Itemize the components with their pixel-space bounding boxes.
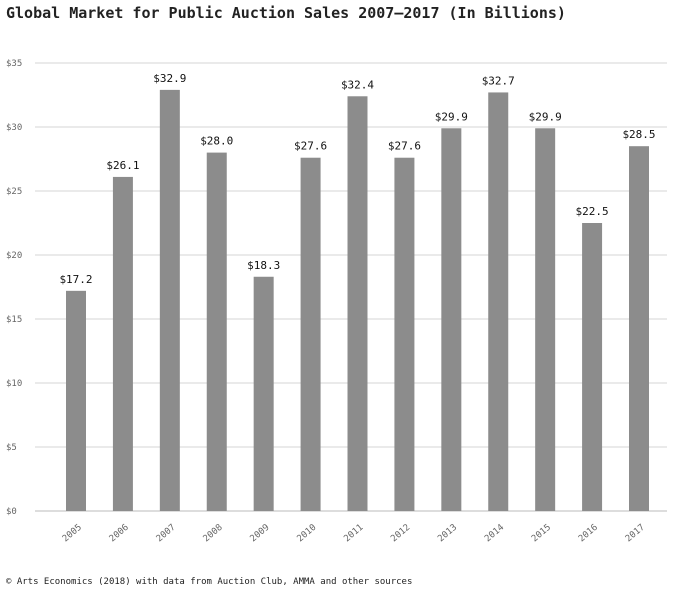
x-tick-label: 2009 bbox=[249, 523, 272, 545]
x-tick-label: 2011 bbox=[342, 523, 365, 545]
bar-2009 bbox=[253, 276, 274, 511]
bars bbox=[66, 89, 649, 512]
bar-2007 bbox=[159, 89, 180, 511]
x-tick-label: 2015 bbox=[530, 523, 553, 545]
data-label: $27.6 bbox=[294, 140, 327, 153]
bar-2014 bbox=[488, 92, 509, 511]
y-tick-label: $25 bbox=[6, 187, 22, 197]
bar-2015 bbox=[535, 128, 556, 511]
data-label: $28.5 bbox=[622, 128, 655, 141]
data-label: $18.3 bbox=[247, 259, 280, 272]
x-tick-label: 2006 bbox=[108, 523, 131, 545]
data-label: $28.0 bbox=[200, 135, 233, 148]
bar-2013 bbox=[441, 128, 462, 511]
data-label: $27.6 bbox=[388, 140, 421, 153]
data-label: $29.9 bbox=[435, 110, 468, 123]
source-note: © Arts Economics (2018) with data from A… bbox=[6, 577, 413, 587]
x-tick-label: 2017 bbox=[624, 523, 647, 545]
bar-2008 bbox=[206, 152, 227, 511]
data-labels: $17.2 $26.1 $32.9 $28.0 $18.3 $27.6 $32.4 $27.6… bbox=[59, 72, 655, 286]
bar-2016 bbox=[582, 223, 603, 511]
y-tick-label: $0 bbox=[6, 507, 17, 517]
bar-2005 bbox=[66, 290, 86, 511]
data-label: $17.2 bbox=[59, 273, 92, 286]
data-label: $32.7 bbox=[482, 74, 515, 87]
x-tick-label: 2016 bbox=[577, 523, 600, 545]
x-tick-label: 2013 bbox=[436, 523, 459, 545]
chart-title: Global Market for Public Auction Sales 2… bbox=[6, 4, 566, 22]
bar-2011 bbox=[347, 96, 368, 511]
bar-2017 bbox=[629, 146, 649, 511]
x-tick-label: 2014 bbox=[483, 523, 506, 545]
data-label: $26.1 bbox=[106, 159, 139, 172]
x-tick-label: 2008 bbox=[202, 523, 225, 545]
bar-2012 bbox=[394, 157, 415, 511]
y-tick-label: $35 bbox=[6, 59, 22, 69]
y-tick-label: $15 bbox=[6, 315, 22, 325]
data-label: $22.5 bbox=[576, 205, 609, 218]
y-tick-label: $10 bbox=[6, 379, 22, 389]
x-tick-label: 2012 bbox=[389, 523, 412, 545]
y-tick-label: $20 bbox=[6, 251, 22, 261]
data-label: $32.4 bbox=[341, 78, 374, 91]
bar-2006 bbox=[112, 176, 133, 512]
data-label: $29.9 bbox=[529, 110, 562, 123]
y-tick-label: $5 bbox=[6, 443, 17, 453]
data-label: $32.9 bbox=[153, 72, 186, 85]
x-tick-label: 2007 bbox=[155, 523, 178, 545]
x-tick-label: 2010 bbox=[295, 523, 318, 545]
y-tick-label: $30 bbox=[6, 123, 22, 133]
x-tick-label: 2005 bbox=[61, 523, 84, 545]
y-axis-ticks: $0 $5 $10 $15 $20 $25 $30 $35 bbox=[6, 59, 22, 517]
x-axis-ticks: 2005 2006 2007 2008 2009 2010 2011 2012 2013 2014… bbox=[61, 523, 647, 545]
bar-2010 bbox=[300, 157, 321, 511]
